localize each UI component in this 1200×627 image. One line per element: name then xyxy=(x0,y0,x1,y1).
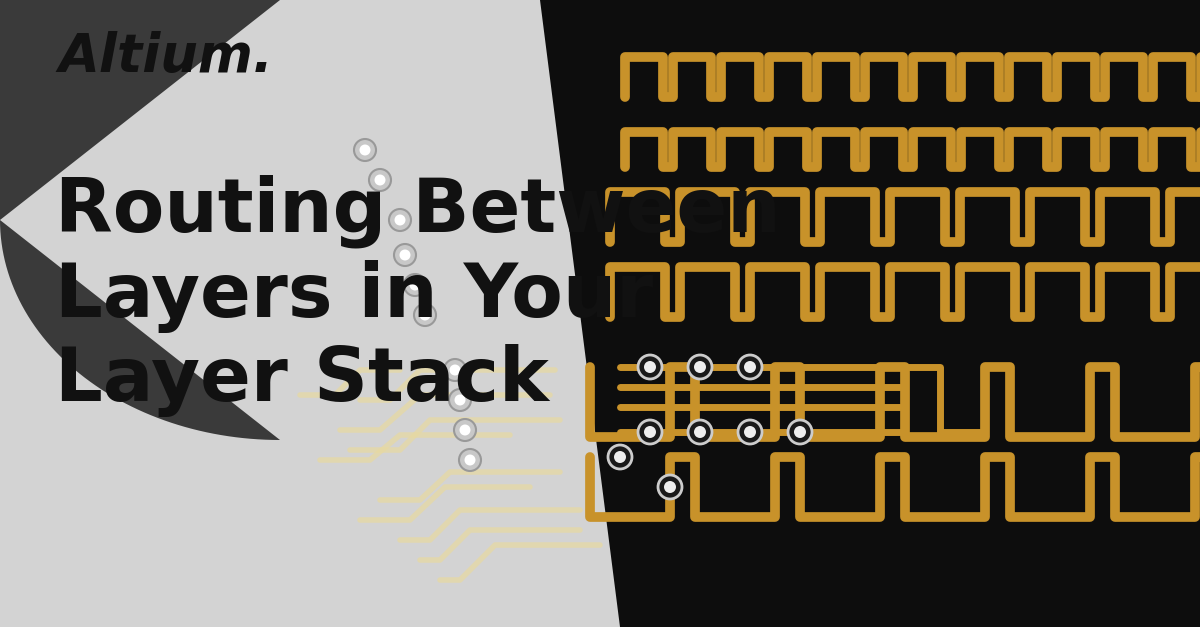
Circle shape xyxy=(389,209,410,231)
Circle shape xyxy=(794,426,806,438)
Circle shape xyxy=(450,364,461,376)
Circle shape xyxy=(464,455,475,465)
Circle shape xyxy=(395,214,406,226)
Circle shape xyxy=(694,361,706,373)
Circle shape xyxy=(694,426,706,438)
Circle shape xyxy=(788,420,812,444)
Circle shape xyxy=(354,139,376,161)
Circle shape xyxy=(744,361,756,373)
Circle shape xyxy=(455,394,466,406)
Circle shape xyxy=(688,355,712,379)
Circle shape xyxy=(738,420,762,444)
Circle shape xyxy=(614,451,626,463)
Circle shape xyxy=(394,244,416,266)
Circle shape xyxy=(400,250,410,260)
Circle shape xyxy=(688,420,712,444)
Circle shape xyxy=(414,304,436,326)
Circle shape xyxy=(409,280,420,290)
Circle shape xyxy=(360,144,371,155)
Circle shape xyxy=(370,169,391,191)
Circle shape xyxy=(374,174,385,186)
Circle shape xyxy=(638,355,662,379)
Circle shape xyxy=(420,310,431,320)
Circle shape xyxy=(644,426,656,438)
Circle shape xyxy=(744,426,756,438)
Circle shape xyxy=(608,445,632,469)
Circle shape xyxy=(658,475,682,499)
Circle shape xyxy=(444,359,466,381)
Circle shape xyxy=(638,420,662,444)
Circle shape xyxy=(449,389,470,411)
Circle shape xyxy=(454,419,476,441)
Polygon shape xyxy=(540,0,1200,627)
Polygon shape xyxy=(0,0,280,440)
Circle shape xyxy=(404,274,426,296)
Circle shape xyxy=(738,355,762,379)
Text: Routing Between
Layers in Your
Layer Stack: Routing Between Layers in Your Layer Sta… xyxy=(55,175,781,418)
Circle shape xyxy=(664,481,676,493)
Circle shape xyxy=(460,424,470,436)
Circle shape xyxy=(644,361,656,373)
Text: Altium.: Altium. xyxy=(58,31,272,83)
Circle shape xyxy=(458,449,481,471)
